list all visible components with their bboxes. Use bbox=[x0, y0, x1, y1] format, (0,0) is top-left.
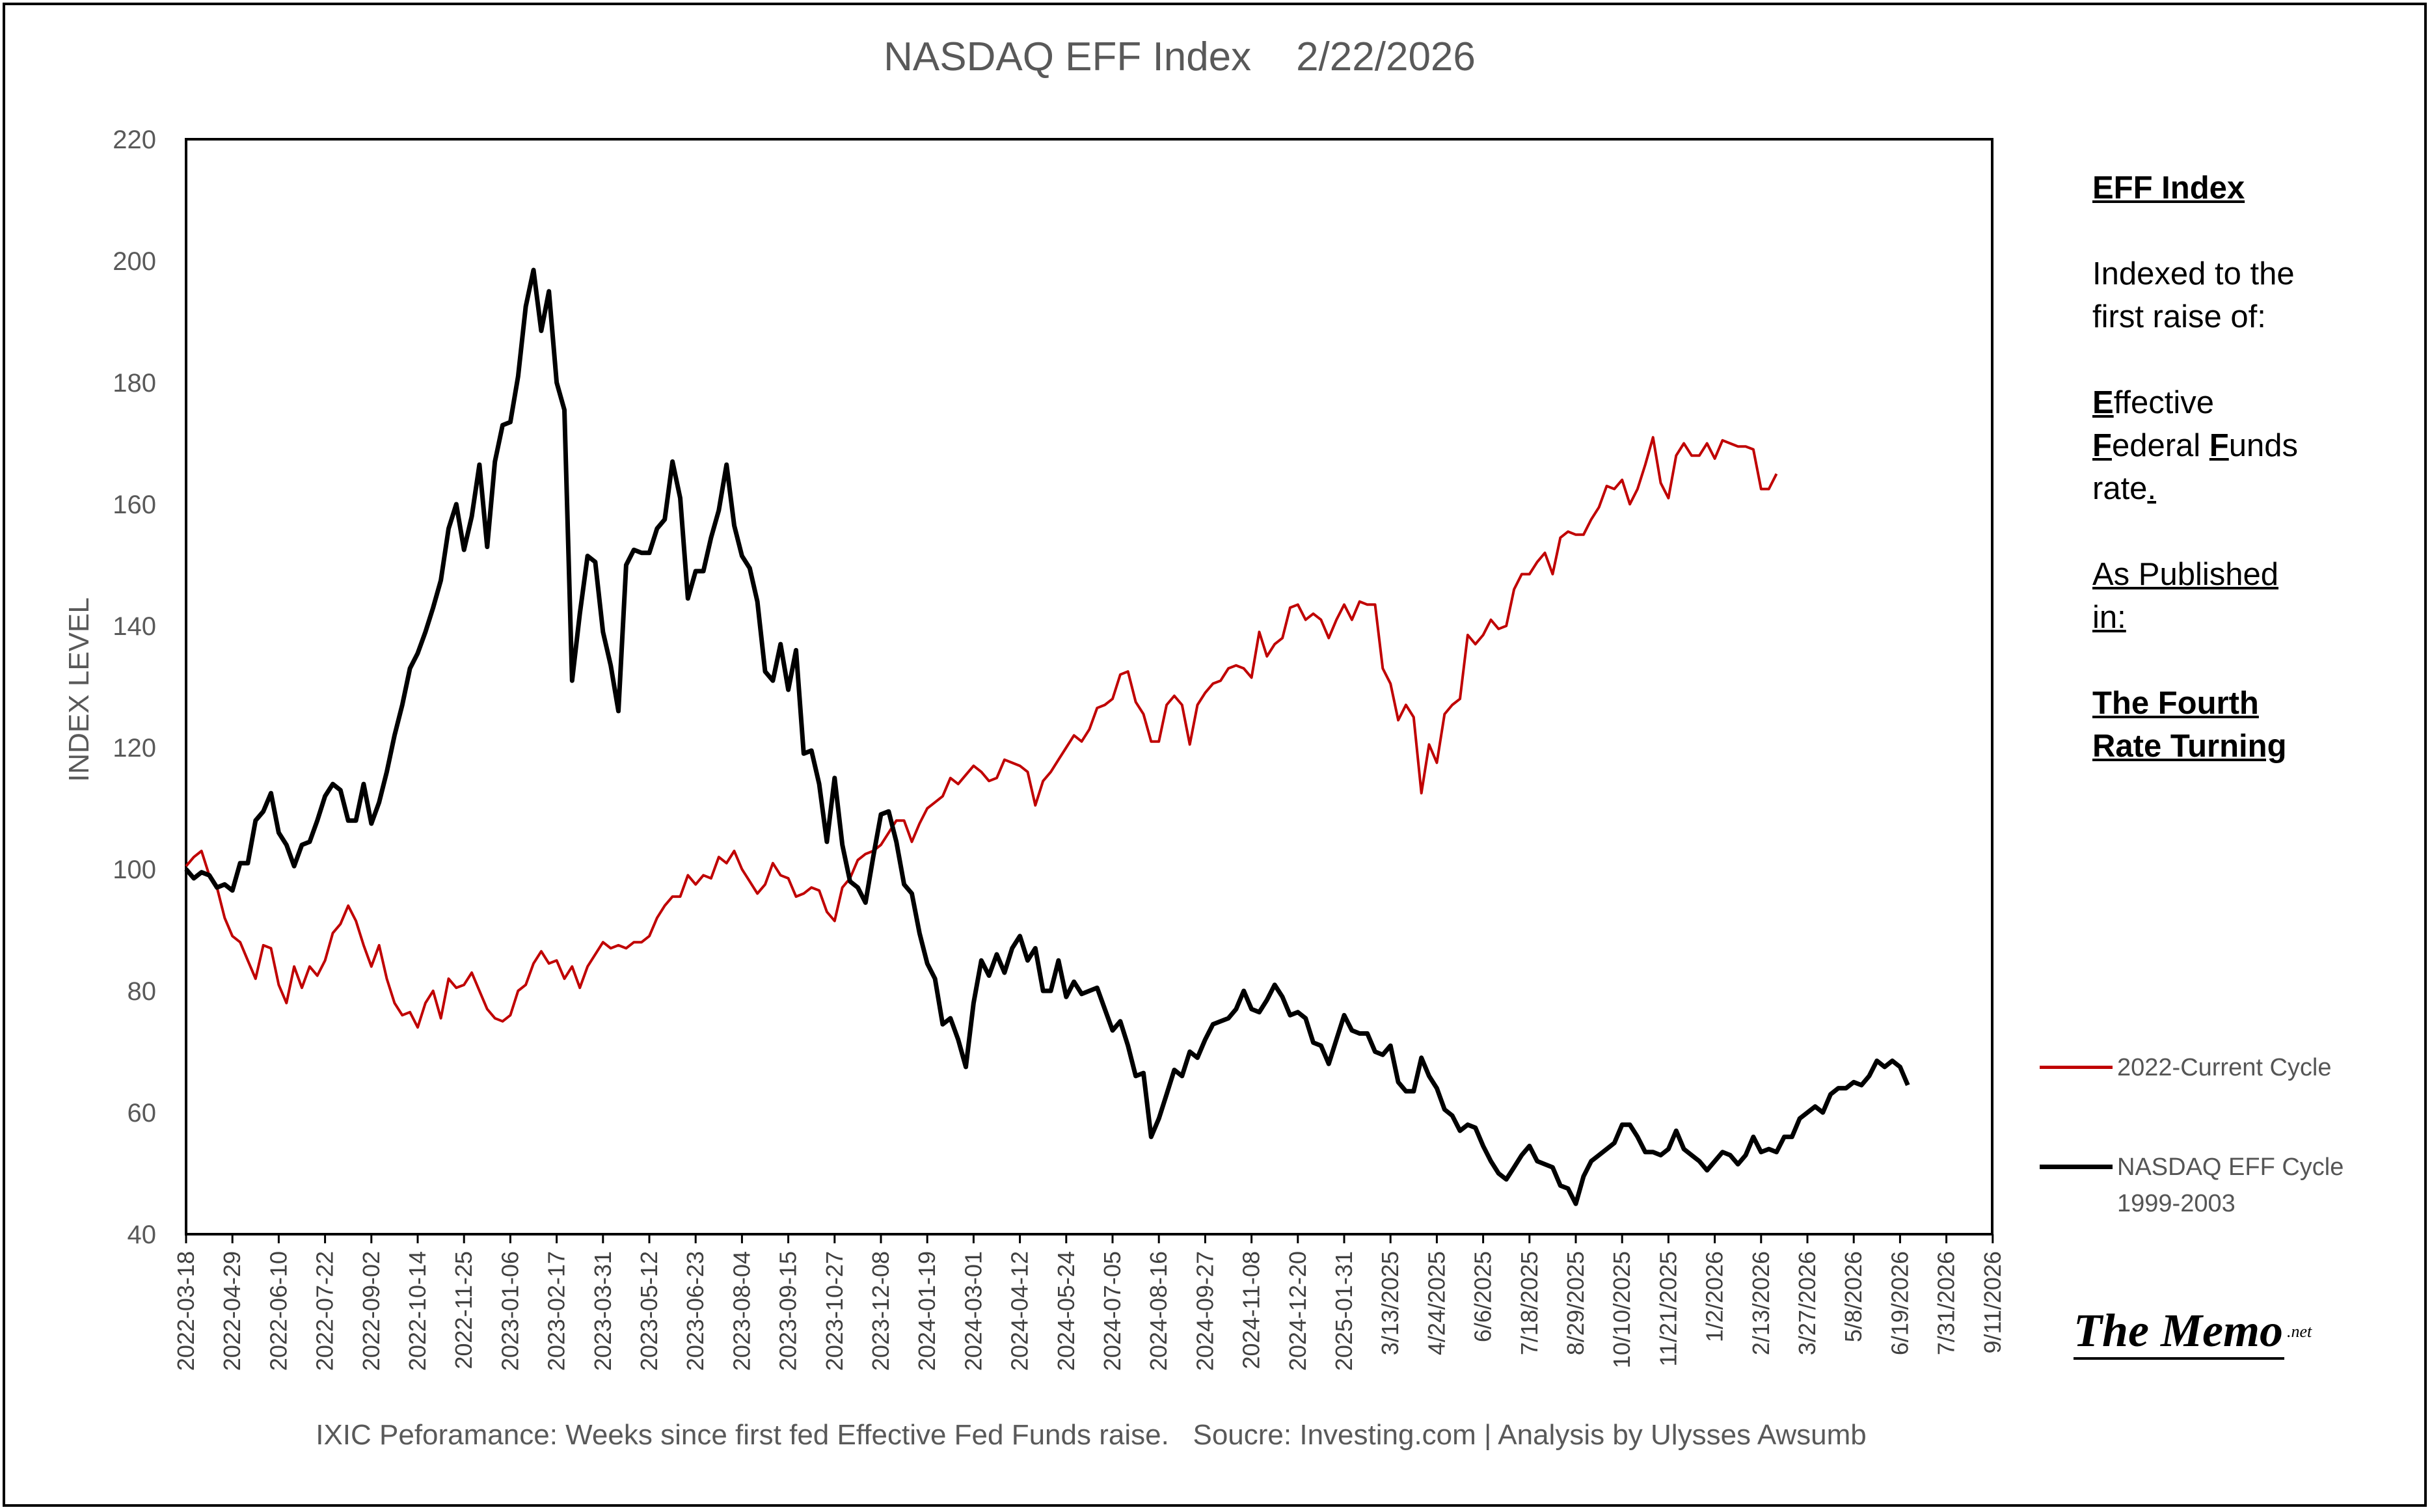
x-tick-label: 2024-12-20 bbox=[1284, 1251, 1311, 1371]
x-tick-label: 2024-07-05 bbox=[1099, 1251, 1126, 1371]
eff-word-rate: rate bbox=[2092, 471, 2148, 506]
plot-area bbox=[185, 138, 1993, 1235]
legend-label-1999-line1: NASDAQ EFF Cycle bbox=[2117, 1154, 2344, 1181]
x-tick-label: 2023-08-04 bbox=[728, 1251, 755, 1371]
sidebar-indexed-text: Indexed to the first raise of: bbox=[2092, 252, 2295, 338]
series-line-nasdaq-1999-2003 bbox=[184, 267, 1910, 1206]
y-axis: 40 60 80 100 120 140 160 180 200 220 bbox=[113, 126, 156, 1249]
brand-logo: The Memo bbox=[2074, 1304, 2284, 1360]
legend-label-1999-cycle: NASDAQ EFF Cycle 1999-2003 bbox=[2117, 1149, 2344, 1222]
sidebar-indexed-line1: Indexed to the bbox=[2092, 256, 2295, 291]
y-tick-label: 60 bbox=[128, 1099, 157, 1127]
x-tick-label: 10/10/2025 bbox=[1608, 1251, 1635, 1368]
legend-swatch-1999-cycle bbox=[2040, 1165, 2113, 1169]
y-tick-label: 160 bbox=[113, 491, 156, 519]
brand-logo-suffix: .net bbox=[2287, 1322, 2312, 1341]
y-tick-label: 80 bbox=[128, 977, 157, 1006]
x-tick-label: 9/11/2026 bbox=[1979, 1251, 2006, 1353]
x-tick-label: 1/2/2026 bbox=[1701, 1251, 1728, 1342]
x-tick-label: 2025-01-31 bbox=[1331, 1251, 1357, 1371]
x-tick-label: 2022-03-18 bbox=[172, 1251, 199, 1371]
sidebar-eff-definition: Effective Federal Funds rate. bbox=[2092, 381, 2298, 510]
x-tick-label: 2024-01-19 bbox=[913, 1251, 940, 1371]
x-tick-label: 8/29/2025 bbox=[1562, 1251, 1589, 1355]
sidebar-indexed-line2: first raise of: bbox=[2092, 299, 2266, 334]
legend-label-current-cycle: 2022-Current Cycle bbox=[2117, 1054, 2332, 1081]
y-tick-label: 220 bbox=[113, 126, 156, 154]
x-axis: 2022-03-18 2022-04-29 2022-06-10 2022-07-22… bbox=[172, 1234, 2006, 1371]
legend-label-1999-line2: 1999-2003 bbox=[2117, 1190, 2236, 1217]
x-tick-label: 2/13/2026 bbox=[1748, 1251, 1774, 1355]
x-tick-label: 2023-01-06 bbox=[496, 1251, 523, 1371]
x-tick-label: 2023-06-23 bbox=[682, 1251, 709, 1371]
x-tick-label: 2024-08-16 bbox=[1145, 1251, 1172, 1371]
y-axis-label: INDEX LEVEL bbox=[63, 597, 95, 782]
x-tick-label: 6/6/2025 bbox=[1470, 1251, 1496, 1342]
chart-frame bbox=[3, 3, 2427, 1507]
y-tick-label: 200 bbox=[113, 247, 156, 276]
x-tick-label: 2022-06-10 bbox=[265, 1251, 291, 1371]
series-layer bbox=[184, 267, 1910, 1206]
eff-letter-e: E bbox=[2092, 385, 2114, 420]
x-tick-label: 2023-12-08 bbox=[867, 1251, 894, 1371]
x-tick-label: 2024-09-27 bbox=[1191, 1251, 1218, 1371]
sidebar-publication: The Fourth Rate Turning bbox=[2092, 682, 2287, 768]
x-tick-label: 2022-04-29 bbox=[219, 1251, 245, 1371]
legend-swatch-current-cycle bbox=[2040, 1066, 2113, 1069]
x-tick-label: 2024-03-01 bbox=[960, 1251, 986, 1371]
x-tick-label: 2024-11-08 bbox=[1238, 1251, 1265, 1369]
x-tick-label: 2022-10-14 bbox=[404, 1251, 431, 1371]
chart-title: NASDAQ EFF Index 2/22/2026 bbox=[884, 34, 1476, 79]
eff-letter-f1: F bbox=[2092, 428, 2112, 463]
eff-word-effective: ffective bbox=[2113, 385, 2215, 420]
x-tick-label: 4/24/2025 bbox=[1423, 1251, 1450, 1355]
sidebar-publication-line2: Rate Turning bbox=[2092, 729, 2287, 764]
x-tick-label: 7/18/2025 bbox=[1516, 1251, 1543, 1355]
x-tick-label: 2023-09-15 bbox=[775, 1251, 802, 1371]
x-tick-label: 2024-05-24 bbox=[1053, 1251, 1079, 1371]
eff-rate-dot: . bbox=[2147, 471, 2157, 506]
sidebar-published: As Published in: bbox=[2092, 553, 2278, 639]
sidebar-heading: EFF Index bbox=[2092, 170, 2245, 206]
sidebar-published-line1: As Published bbox=[2092, 557, 2279, 592]
y-tick-label: 180 bbox=[113, 369, 156, 398]
x-tick-label: 2022-07-22 bbox=[312, 1251, 338, 1371]
x-tick-label: 2023-10-27 bbox=[821, 1251, 848, 1371]
y-tick-label: 40 bbox=[128, 1221, 157, 1249]
eff-word-funds: unds bbox=[2228, 428, 2298, 463]
series-line-2022-current-cycle bbox=[185, 436, 1778, 1029]
sidebar-publication-line1: The Fourth bbox=[2092, 686, 2259, 721]
x-axis-caption: IXIC Peforamance: Weeks since first fed … bbox=[316, 1419, 1867, 1451]
y-tick-label: 140 bbox=[113, 612, 156, 641]
y-tick-label: 120 bbox=[113, 734, 156, 763]
x-tick-label: 3/13/2025 bbox=[1377, 1251, 1403, 1355]
x-tick-label: 5/8/2026 bbox=[1840, 1251, 1867, 1342]
x-tick-label: 7/31/2026 bbox=[1933, 1251, 1960, 1355]
x-tick-label: 2022-11-25 bbox=[450, 1251, 477, 1369]
x-tick-label: 2023-05-12 bbox=[636, 1251, 662, 1371]
x-tick-label: 2023-03-31 bbox=[589, 1251, 616, 1371]
x-tick-label: 6/19/2026 bbox=[1886, 1251, 1913, 1355]
eff-word-federal: ederal bbox=[2111, 428, 2209, 463]
x-tick-label: 2023-02-17 bbox=[543, 1251, 570, 1371]
x-tick-label: 2022-09-02 bbox=[358, 1251, 385, 1371]
x-tick-label: 11/21/2025 bbox=[1655, 1251, 1681, 1367]
x-tick-label: 2024-04-12 bbox=[1007, 1251, 1033, 1371]
eff-letter-f2: F bbox=[2209, 428, 2229, 463]
sidebar-published-line2: in: bbox=[2092, 600, 2126, 635]
x-tick-label: 3/27/2026 bbox=[1794, 1251, 1820, 1355]
y-tick-label: 100 bbox=[113, 856, 156, 884]
